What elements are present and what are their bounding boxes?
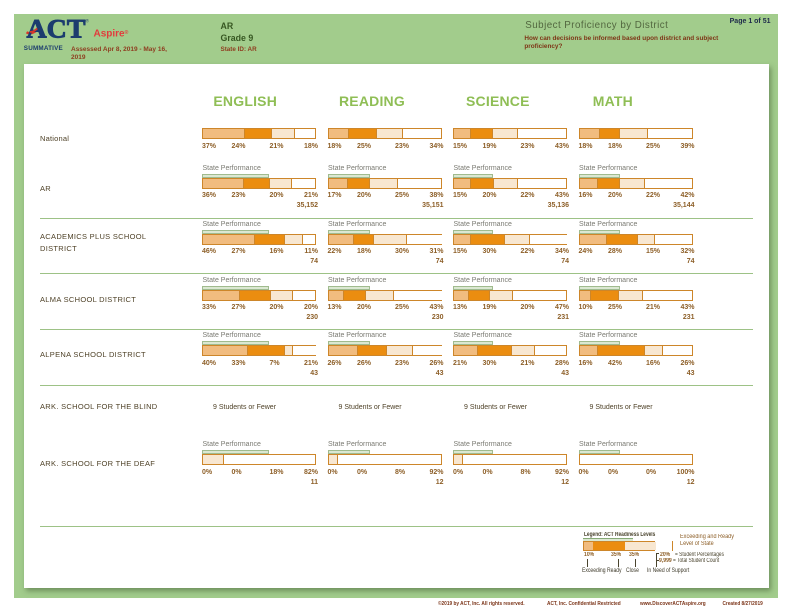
svg-text:®: ® [86,18,90,25]
svg-text:ACT: ACT [27,15,86,43]
